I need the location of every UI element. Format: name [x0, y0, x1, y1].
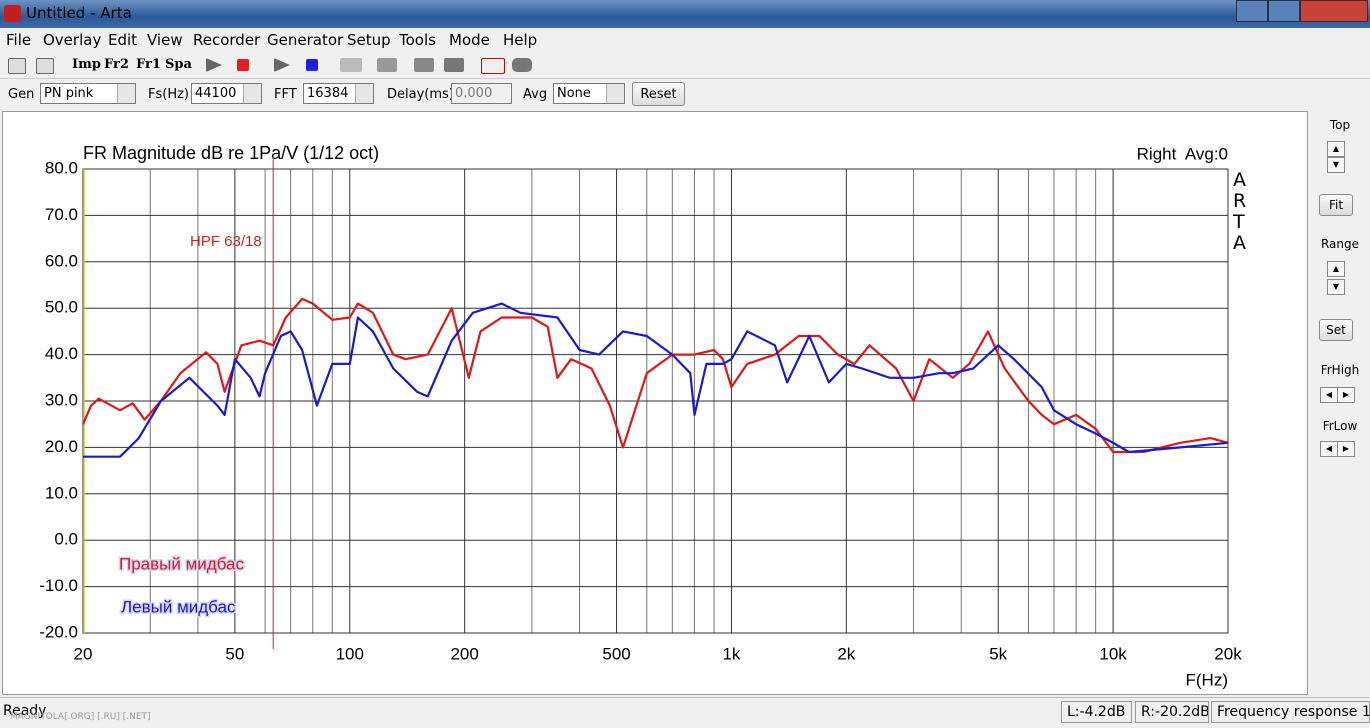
top-label: Top — [1329, 118, 1351, 132]
spin-right[interactable]: ▶ — [1337, 387, 1355, 403]
x-tick-label: 20 — [74, 644, 93, 663]
menu-item[interactable]: Help — [503, 31, 538, 49]
set-button[interactable]: Set — [1319, 319, 1353, 341]
stop-button[interactable] — [306, 59, 318, 71]
range-label: Range — [1320, 237, 1360, 251]
y-tick-label: 50.0 — [45, 298, 78, 317]
spin-up[interactable]: ▲ — [1327, 261, 1345, 277]
spin-down[interactable]: ▼ — [1327, 279, 1345, 295]
status-right-level: R:-20.2dB — [1135, 701, 1209, 723]
tool-button[interactable]: Spa — [165, 57, 192, 72]
spin-down[interactable]: ▼ — [1327, 157, 1345, 173]
y-tick-label: 40.0 — [45, 344, 78, 363]
window-title: Untitled - Arta — [26, 4, 132, 22]
app-icon — [4, 5, 21, 22]
tool-button[interactable]: Fr2 — [104, 57, 129, 72]
frlow-label: FrLow — [1322, 419, 1358, 433]
brand-label: ARTA — [1233, 169, 1247, 254]
y-tick-label: 60.0 — [45, 251, 78, 270]
menu-item[interactable]: Tools — [399, 31, 436, 49]
y-tick-label: 70.0 — [45, 205, 78, 224]
delay-input[interactable]: 0.000 — [451, 83, 512, 104]
menu-item[interactable]: File — [6, 31, 32, 49]
stop-button[interactable] — [237, 59, 249, 71]
chart-subtitle: Right Avg:0 — [1137, 144, 1228, 163]
fs-label: Fs(Hz) — [148, 87, 189, 102]
cursor-button[interactable] — [36, 58, 54, 74]
tool-icon[interactable] — [340, 58, 362, 72]
x-tick-label: 100 — [336, 644, 364, 663]
y-tick-label: 10.0 — [45, 483, 78, 502]
y-tick-label: 80.0 — [45, 158, 78, 177]
y-tick-label: 20.0 — [45, 437, 78, 456]
tool-icon[interactable] — [481, 58, 505, 74]
menu-item[interactable]: Generator — [267, 31, 344, 49]
status-left-level: L:-4.2dB — [1061, 701, 1132, 723]
series-line — [83, 302, 1229, 458]
series-line — [81, 297, 1229, 454]
menu-item[interactable]: Setup — [347, 31, 391, 49]
tool-button[interactable]: Fr1 — [136, 57, 161, 72]
status-bar: Ready MAGNITOLA[.ORG] [.RU] [.NET] L:-4.… — [0, 697, 1370, 728]
x-tick-label: 200 — [450, 644, 478, 663]
spin-left[interactable]: ◀ — [1320, 441, 1338, 457]
menu-item[interactable]: Overlay — [43, 31, 102, 49]
gen-label: Gen — [8, 87, 35, 102]
title-bar: Untitled - Arta — [0, 0, 1370, 28]
annotation-label: HPF 63/18 — [190, 233, 262, 250]
legend-entry: Левый мидбас — [121, 597, 236, 616]
new-button[interactable] — [8, 58, 26, 74]
legend-entry: Правый мидбас — [119, 554, 245, 573]
menu-item[interactable]: Edit — [108, 31, 138, 49]
delay-label: Delay(ms) — [387, 87, 454, 102]
x-tick-label: 1k — [722, 644, 740, 663]
menu-bar: File Overlay Edit View Recorder Generato… — [0, 28, 1370, 52]
x-tick-label: 50 — [225, 644, 244, 663]
side-panel: Top ▲ ▼ Fit Range ▲ ▼ Set FrHigh ◀ ▶ FrL… — [1310, 111, 1370, 695]
x-tick-label: 500 — [602, 644, 630, 663]
maximize-button[interactable] — [1268, 0, 1300, 22]
frhigh-label: FrHigh — [1320, 363, 1360, 377]
x-tick-label: 20k — [1214, 644, 1242, 663]
y-tick-label: -10.0 — [39, 576, 78, 595]
gen-select[interactable]: PN pink — [40, 83, 136, 104]
minimize-button[interactable] — [1236, 0, 1268, 22]
reset-button[interactable]: Reset — [632, 82, 685, 106]
x-tick-label: 2k — [837, 644, 855, 663]
menu-item[interactable]: View — [147, 31, 183, 49]
fit-button[interactable]: Fit — [1319, 194, 1353, 216]
fs-select[interactable]: 44100 — [191, 83, 262, 104]
avg-label: Avg — [523, 87, 548, 102]
x-axis-label: F(Hz) — [1186, 670, 1228, 689]
fft-select[interactable]: 16384 — [303, 83, 374, 104]
menu-item[interactable]: Mode — [449, 31, 490, 49]
tool-icon[interactable] — [414, 58, 434, 72]
y-tick-label: 30.0 — [45, 390, 78, 409]
fft-label: FFT — [274, 87, 297, 102]
spin-up[interactable]: ▲ — [1327, 141, 1345, 157]
status-ready: Ready — [3, 703, 47, 719]
spin-right[interactable]: ▶ — [1337, 441, 1355, 457]
y-tick-label: -20.0 — [39, 622, 78, 641]
tool-button[interactable]: Imp — [72, 57, 101, 72]
avg-select[interactable]: None — [553, 83, 625, 104]
x-tick-label: 10k — [1099, 644, 1127, 663]
tool-icon[interactable] — [377, 58, 397, 72]
chart-title: FR Magnitude dB re 1Pa/V (1/12 oct) — [83, 143, 379, 163]
plot-panel — [2, 111, 1308, 695]
toolbar: Imp Fr2 Fr1 Spa — [0, 52, 1370, 79]
close-button[interactable] — [1300, 0, 1368, 22]
tool-icon[interactable] — [444, 58, 464, 72]
tool-icon[interactable] — [512, 58, 532, 72]
menu-item[interactable]: Recorder — [193, 31, 261, 49]
x-tick-label: 5k — [989, 644, 1007, 663]
y-tick-label: 0.0 — [54, 530, 78, 549]
watermark: MAGNITOLA[.ORG] [.RU] [.NET] — [10, 712, 151, 722]
